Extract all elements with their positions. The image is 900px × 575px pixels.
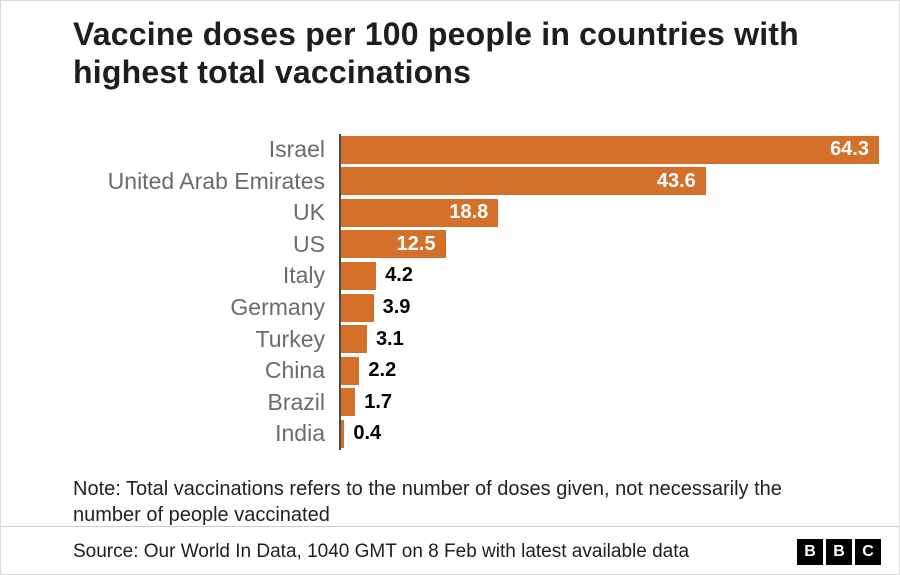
bar — [341, 388, 356, 417]
bar-area: 3.1 — [339, 323, 879, 355]
bar: 18.8 — [341, 198, 499, 227]
bar-area: 3.9 — [339, 291, 879, 324]
bar — [341, 356, 360, 385]
bar-chart: Israel 64.3 United Arab Emirates 43.6 UK… — [73, 133, 879, 450]
category-label: Germany — [230, 294, 325, 321]
bbc-logo-letter: B — [797, 539, 823, 565]
category-label: China — [264, 357, 325, 384]
chart-row: Italy 4.2 — [73, 260, 879, 292]
bar-area: 0.4 — [339, 418, 879, 450]
bar: 12.5 — [341, 230, 446, 259]
value-label: 3.1 — [375, 327, 404, 350]
value-label: 18.8 — [449, 201, 489, 224]
category-label: US — [293, 230, 325, 257]
value-label: 43.6 — [656, 169, 696, 192]
chart-row: India 0.4 — [73, 418, 879, 450]
bar-area: 12.5 — [339, 228, 879, 261]
value-label: 4.2 — [385, 264, 413, 287]
chart-row: UK 18.8 — [73, 196, 879, 229]
bar-area: 43.6 — [339, 165, 879, 197]
chart-row: Turkey 3.1 — [73, 323, 879, 355]
source-text: Source: Our World In Data, 1040 GMT on 8… — [73, 541, 690, 562]
value-label: 2.2 — [368, 359, 397, 382]
bar-area: 64.3 — [339, 133, 879, 166]
chart-row: Israel 64.3 — [73, 133, 879, 166]
chart-row: US 12.5 — [73, 228, 879, 261]
chart-title: Vaccine doses per 100 people in countrie… — [73, 16, 799, 91]
category-label: Italy — [282, 262, 325, 289]
bar: 64.3 — [341, 135, 879, 164]
value-label: 1.7 — [364, 390, 393, 413]
chart-note: Note: Total vaccinations refers to the n… — [73, 477, 782, 526]
bar-area: 18.8 — [339, 196, 879, 229]
chart-row: Brazil 1.7 — [73, 386, 879, 419]
bbc-logo-letter: C — [855, 539, 881, 565]
bar-area: 2.2 — [339, 354, 879, 387]
chart-row: China 2.2 — [73, 354, 879, 387]
bbc-logo-letter: B — [826, 539, 852, 565]
chart-row: Germany 3.9 — [73, 291, 879, 324]
bar: 43.6 — [341, 167, 706, 196]
category-label: India — [275, 420, 325, 447]
chart-row: United Arab Emirates 43.6 — [73, 165, 879, 197]
footer: Source: Our World In Data, 1040 GMT on 8… — [73, 539, 881, 565]
category-label: Brazil — [267, 388, 325, 415]
bar-area: 1.7 — [339, 386, 879, 419]
category-label: Israel — [268, 136, 325, 163]
category-label: Turkey — [255, 325, 325, 352]
bbc-logo: B B C — [794, 539, 881, 565]
footer-divider — [1, 526, 899, 527]
value-label: 12.5 — [396, 232, 436, 255]
value-label: 64.3 — [830, 138, 869, 161]
bar — [341, 293, 374, 322]
bar-area: 4.2 — [339, 260, 879, 292]
bar — [341, 325, 367, 354]
value-label: 0.4 — [353, 422, 382, 445]
category-label: United Arab Emirates — [107, 167, 325, 194]
bar — [341, 419, 345, 448]
bar — [341, 261, 377, 290]
category-label: UK — [293, 199, 325, 226]
value-label: 3.9 — [382, 296, 411, 319]
